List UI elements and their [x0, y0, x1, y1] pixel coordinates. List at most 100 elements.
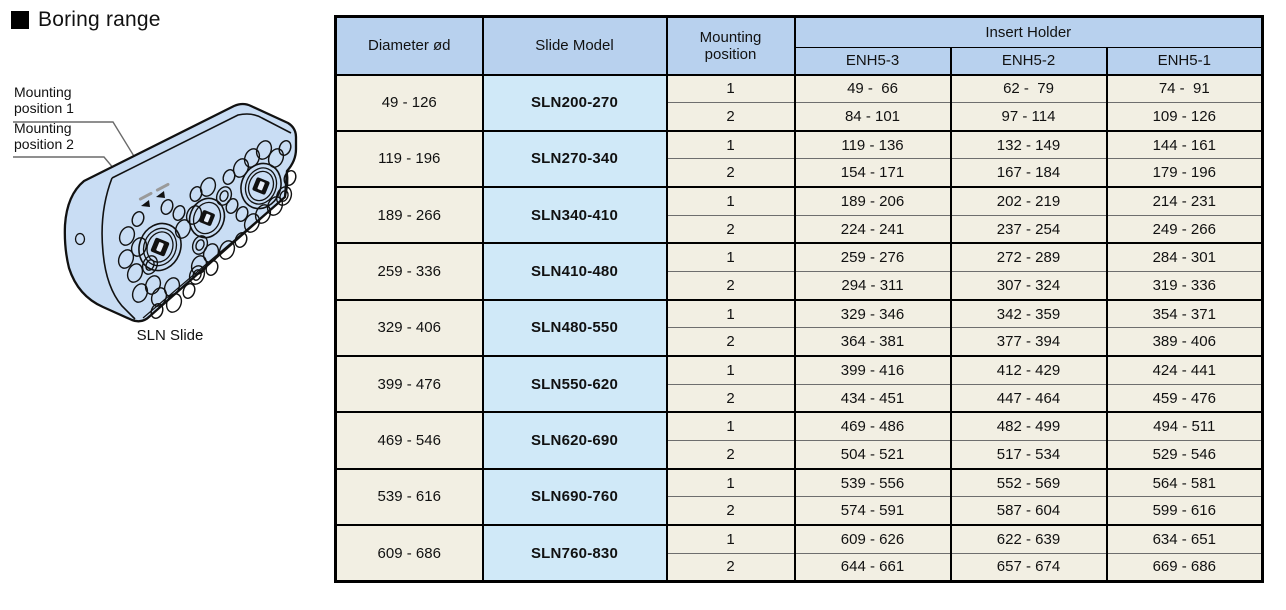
mounting-position-cell: 2 — [665, 214, 795, 244]
mounting-arrow-icons — [138, 182, 170, 207]
insert-range-cell-enh5-3: 364 - 381 — [793, 327, 951, 357]
mounting-position-cell: 1 — [665, 186, 795, 216]
insert-range-cell-enh5-2: 307 - 324 — [949, 271, 1107, 300]
slide-model-cell: SLN410-480 — [481, 242, 667, 300]
table-row: 2 364 - 381 377 - 394 389 - 406 — [336, 327, 1263, 357]
slide-model-cell: SLN480-550 — [481, 298, 667, 357]
mounting-position-cell: 1 — [665, 129, 795, 159]
mounting-position-cell: 1 — [665, 411, 795, 441]
diameter-cell: 189 - 266 — [334, 186, 483, 244]
diameter-cell: 609 - 686 — [334, 524, 483, 582]
mounting-position-cell: 2 — [665, 102, 795, 131]
header-enh5-2: ENH5-2 — [949, 47, 1107, 76]
insert-range-cell-enh5-3: 539 - 556 — [793, 467, 951, 497]
arrow-position-2 — [141, 200, 150, 207]
slide-model-cell: SLN620-690 — [481, 411, 667, 469]
mounting-position-cell: 2 — [665, 496, 795, 525]
diameter-cell: 49 - 126 — [334, 73, 483, 131]
slide-caption: SLN Slide — [136, 327, 204, 344]
diameter-cell: 469 - 546 — [334, 411, 483, 469]
insert-range-cell-enh5-3: 84 - 101 — [793, 102, 951, 131]
insert-range-cell-enh5-3: 294 - 311 — [793, 271, 951, 300]
table-row: 2 644 - 661 657 - 674 669 - 686 — [336, 552, 1263, 582]
table-row: 2 434 - 451 447 - 464 459 - 476 — [336, 383, 1263, 413]
insert-range-cell-enh5-2: 587 - 604 — [949, 496, 1107, 525]
mounting-position-cell: 1 — [665, 73, 795, 103]
insert-range-cell-enh5-2: 482 - 499 — [949, 411, 1107, 441]
header-slide-model: Slide Model — [481, 16, 667, 76]
mounting-position-cell: 2 — [665, 440, 795, 469]
insert-range-cell-enh5-2: 97 - 114 — [949, 102, 1107, 131]
arrow-position-1 — [156, 191, 165, 198]
header-enh5-1: ENH5-1 — [1105, 47, 1263, 76]
boring-range-table: Diameter ød Slide Model Mounting positio… — [334, 15, 1265, 583]
table-row: 329 - 406 SLN480-550 1 329 - 346 342 - 359 35… — [334, 298, 1263, 357]
insert-range-cell-enh5-3: 574 - 591 — [793, 496, 951, 525]
diameter-cell: 259 - 336 — [334, 242, 483, 300]
insert-range-cell-enh5-2: 272 - 289 — [949, 242, 1107, 272]
slide-model-cell: SLN760-830 — [481, 524, 667, 582]
insert-range-cell-enh5-3: 154 - 171 — [793, 158, 951, 188]
insert-range-cell-enh5-2: 167 - 184 — [949, 158, 1107, 188]
table-row: 2 574 - 591 587 - 604 599 - 616 — [336, 496, 1263, 525]
insert-range-cell-enh5-1: 354 - 371 — [1105, 298, 1263, 328]
mounting-position-cell: 2 — [665, 158, 795, 188]
diameter-cell: 119 - 196 — [334, 129, 483, 188]
table-body: 49 - 126 SLN200-270 1 49 - 66 62 - 79 74 - 91… — [334, 73, 1263, 582]
table-row: 2 294 - 311 307 - 324 319 - 336 — [336, 271, 1263, 300]
insert-range-cell-enh5-1: 459 - 476 — [1105, 383, 1263, 413]
insert-range-cell-enh5-3: 259 - 276 — [793, 242, 951, 272]
header-diameter: Diameter ød — [334, 16, 483, 76]
insert-range-cell-enh5-3: 399 - 416 — [793, 355, 951, 385]
table-row: 2 84 - 101 97 - 114 109 - 126 — [336, 102, 1263, 131]
insert-range-cell-enh5-2: 62 - 79 — [949, 73, 1107, 103]
mounting-position-cell: 2 — [665, 271, 795, 300]
insert-range-cell-enh5-1: 669 - 686 — [1105, 552, 1263, 582]
insert-range-cell-enh5-1: 634 - 651 — [1105, 523, 1263, 554]
insert-range-cell-enh5-2: 622 - 639 — [949, 523, 1107, 554]
table-row: 399 - 476 SLN550-620 1 399 - 416 412 - 429 42… — [334, 355, 1263, 413]
insert-range-cell-enh5-1: 389 - 406 — [1105, 327, 1263, 357]
mounting-position-cell: 1 — [665, 467, 795, 497]
table-row: 49 - 126 SLN200-270 1 49 - 66 62 - 79 74 - 91 — [334, 73, 1263, 131]
table-row: 2 224 - 241 237 - 254 249 - 266 — [336, 214, 1263, 244]
insert-range-cell-enh5-3: 224 - 241 — [793, 214, 951, 244]
insert-range-cell-enh5-3: 609 - 626 — [793, 523, 951, 554]
mounting-position-2-label: Mounting position 2 — [14, 120, 74, 152]
slide-model-cell: SLN690-760 — [481, 467, 667, 525]
section-title: Boring range — [11, 8, 161, 32]
insert-range-cell-enh5-1: 424 - 441 — [1105, 355, 1263, 385]
insert-range-cell-enh5-1: 529 - 546 — [1105, 440, 1263, 469]
insert-range-cell-enh5-2: 132 - 149 — [949, 129, 1107, 159]
insert-range-cell-enh5-1: 284 - 301 — [1105, 242, 1263, 272]
table-row: 2 504 - 521 517 - 534 529 - 546 — [336, 440, 1263, 469]
table-row: 119 - 196 SLN270-340 1 119 - 136 132 - 149 14… — [334, 129, 1263, 188]
insert-range-cell-enh5-2: 377 - 394 — [949, 327, 1107, 357]
mounting-position-cell: 1 — [665, 355, 795, 385]
slide-holes — [117, 140, 297, 319]
insert-range-cell-enh5-2: 237 - 254 — [949, 214, 1107, 244]
slide-body — [63, 102, 298, 323]
table-row: 189 - 266 SLN340-410 1 189 - 206 202 - 219 21… — [334, 186, 1263, 244]
mounting-position-cell: 2 — [665, 383, 795, 413]
mounting-position-cell: 1 — [665, 242, 795, 272]
insert-range-cell-enh5-3: 434 - 451 — [793, 383, 951, 413]
mounting-position-cell: 1 — [665, 523, 795, 554]
table-row: 259 - 336 SLN410-480 1 259 - 276 272 - 289 28… — [334, 242, 1263, 300]
insert-range-cell-enh5-3: 504 - 521 — [793, 440, 951, 469]
header-enh5-3: ENH5-3 — [793, 47, 951, 76]
mounting-position-cell: 1 — [665, 298, 795, 328]
insert-range-cell-enh5-2: 447 - 464 — [949, 383, 1107, 413]
slide-model-cell: SLN200-270 — [481, 73, 667, 131]
insert-range-cell-enh5-1: 494 - 511 — [1105, 411, 1263, 441]
mounting-position-cell: 2 — [665, 552, 795, 582]
mounting-position-cell: 2 — [665, 327, 795, 357]
insert-range-cell-enh5-3: 49 - 66 — [793, 73, 951, 103]
table-row: 469 - 546 SLN620-690 1 469 - 486 482 - 499 49… — [334, 411, 1263, 469]
insert-pockets — [138, 162, 282, 272]
diameter-cell: 539 - 616 — [334, 467, 483, 525]
insert-range-cell-enh5-1: 144 - 161 — [1105, 129, 1263, 159]
insert-range-cell-enh5-3: 469 - 486 — [793, 411, 951, 441]
insert-range-cell-enh5-3: 644 - 661 — [793, 552, 951, 582]
slide-model-cell: SLN550-620 — [481, 355, 667, 413]
